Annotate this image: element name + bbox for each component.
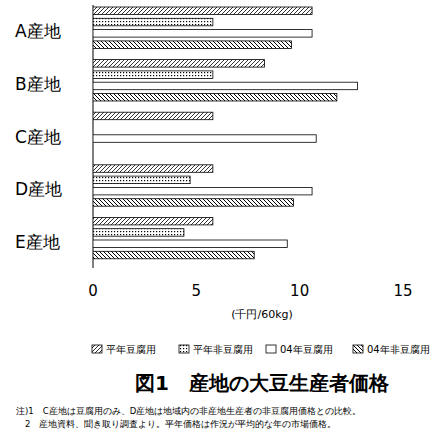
bars <box>93 7 358 259</box>
tick-label: 10 <box>290 282 309 300</box>
legend-label: 平年豆腐用 <box>106 344 156 355</box>
bar <box>93 240 287 248</box>
bar <box>93 217 213 225</box>
tick-label: 15 <box>393 282 412 300</box>
title: 図1 産地の大豆生産者価格 <box>135 371 390 395</box>
bar <box>93 199 293 207</box>
bar <box>93 18 213 26</box>
bar <box>93 94 337 102</box>
bar <box>93 41 291 49</box>
bar <box>93 60 265 68</box>
bar <box>93 71 213 79</box>
tick-label: 0 <box>88 282 98 300</box>
bar <box>93 7 312 15</box>
bar <box>93 176 190 184</box>
note: 注)1 C産地は豆腐用のみ、D産地は地域内の非産地生産者の非豆腐用価格との比較。 <box>16 406 361 416</box>
legend-label: 04年非豆腐用 <box>367 344 430 355</box>
legend-label: 平年非豆腐用 <box>193 344 253 355</box>
legend-swatch <box>266 345 276 353</box>
bar <box>93 82 358 90</box>
category-label: C産地 <box>15 127 61 147</box>
axis-label: (千円/60kg) <box>231 308 293 321</box>
legend-label: 04年豆腐用 <box>280 344 333 355</box>
bar <box>93 187 312 195</box>
tick-label: 5 <box>192 282 202 300</box>
category-label: A産地 <box>15 21 61 41</box>
category-label: B産地 <box>15 74 61 94</box>
bar <box>93 112 213 120</box>
bar <box>93 251 254 258</box>
bar <box>93 30 312 37</box>
legend-swatch <box>353 345 363 353</box>
chart: A産地 B産地 C産地 D産地 E産地 0 5 10 15 (千円/60kg) 平年豆腐用 平年非豆腐… <box>0 0 444 439</box>
bar <box>93 165 213 173</box>
bar <box>93 229 184 237</box>
note: 2 産地資料、聞き取り調査より。平年価格は作況が平均的な年の市場価格。 <box>16 419 336 429</box>
category-label: D産地 <box>15 179 62 199</box>
bar <box>93 135 316 143</box>
legend-swatch <box>92 345 102 353</box>
legend-swatch <box>179 345 189 353</box>
category-label: E産地 <box>15 232 60 252</box>
